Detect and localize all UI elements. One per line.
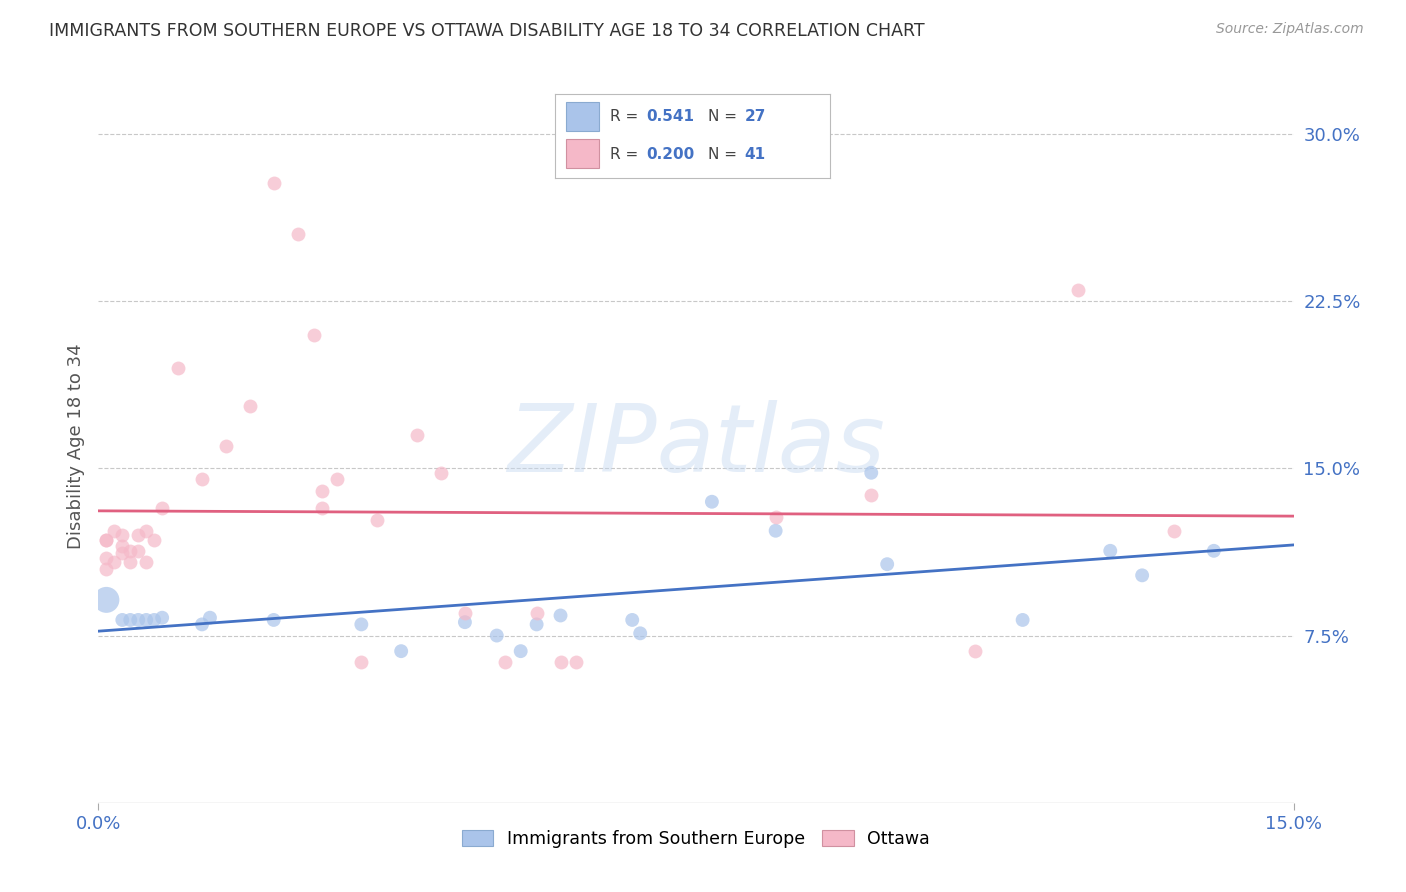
Point [127,528,149,542]
Point [135,555,157,569]
Point [111,539,134,553]
Point [550,655,572,669]
Point [150,501,173,516]
Point [143,613,166,627]
Point [454,615,477,630]
Point [120,543,142,558]
Point [1163,524,1185,538]
Point [103,524,125,538]
Point [191,473,214,487]
Point [389,644,412,658]
Point [565,655,588,669]
Point [215,439,238,453]
Text: N =: N = [707,147,741,162]
Point [860,466,883,480]
Point [198,610,221,624]
Text: R =: R = [610,147,644,162]
Point [239,399,262,413]
Point [350,655,373,669]
Point [454,607,477,621]
Text: 27: 27 [745,109,766,124]
Text: 0.200: 0.200 [645,147,695,162]
Point [191,617,214,632]
Point [350,617,373,632]
Point [765,524,787,538]
Point [111,546,134,560]
Point [1130,568,1153,582]
Point [621,613,644,627]
Point [96,533,118,547]
Bar [567,103,599,131]
Point [127,613,149,627]
Point [526,607,548,621]
Text: 0.541: 0.541 [645,109,693,124]
Point [135,613,157,627]
Point [526,617,548,632]
Point [1202,543,1225,558]
Point [1067,283,1090,297]
Point [326,473,349,487]
Point [143,533,166,547]
Point [127,543,149,558]
Point [120,555,142,569]
Point [263,613,285,627]
Point [963,644,986,658]
Point [700,494,723,508]
Point [860,488,883,502]
Point [263,176,285,190]
Point [876,557,898,572]
Point [628,626,651,640]
Bar [567,139,599,169]
Point [509,644,531,658]
Point [494,655,516,669]
Point [765,510,787,524]
Point [150,610,173,624]
Point [96,550,118,565]
Text: R =: R = [610,109,644,124]
Point [550,608,572,623]
Point [366,512,388,526]
Point [103,555,125,569]
Point [311,501,333,516]
Point [111,528,134,542]
Text: IMMIGRANTS FROM SOUTHERN EUROPE VS OTTAWA DISABILITY AGE 18 TO 34 CORRELATION CH: IMMIGRANTS FROM SOUTHERN EUROPE VS OTTAW… [49,22,925,40]
Text: ZIPatlas: ZIPatlas [508,401,884,491]
Point [120,613,142,627]
Point [485,628,508,642]
Point [311,483,333,498]
Point [302,327,325,342]
Y-axis label: Disability Age 18 to 34: Disability Age 18 to 34 [66,343,84,549]
Point [96,592,118,607]
Text: 41: 41 [745,147,766,162]
Point [430,466,453,480]
Text: Source: ZipAtlas.com: Source: ZipAtlas.com [1216,22,1364,37]
Point [167,360,190,375]
Point [287,227,309,241]
Point [135,524,157,538]
Point [111,613,134,627]
Point [1011,613,1033,627]
Text: N =: N = [707,109,741,124]
Point [96,562,118,576]
Legend: Immigrants from Southern Europe, Ottawa: Immigrants from Southern Europe, Ottawa [454,822,938,855]
Point [406,427,429,442]
Point [96,533,118,547]
Point [1099,543,1122,558]
